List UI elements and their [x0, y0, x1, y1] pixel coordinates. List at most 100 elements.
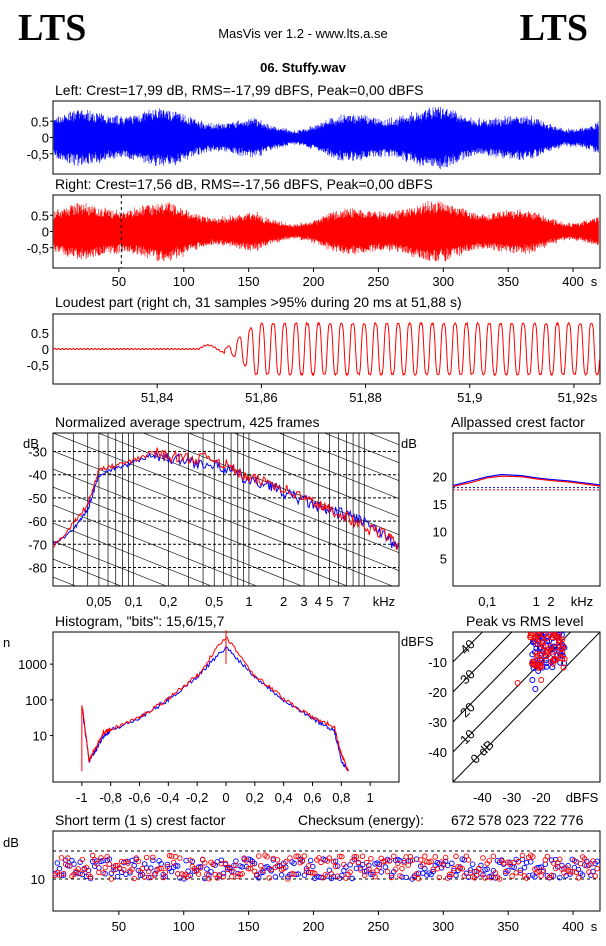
- crest-point-right: [567, 868, 573, 875]
- spectrum-slope-line: [53, 558, 122, 586]
- crest-point-left: [175, 863, 181, 869]
- spectrum-ytick-label: -50: [28, 491, 47, 506]
- peakrms-point-right: [530, 661, 537, 668]
- spectrum-xtick-label: 0,2: [159, 594, 177, 609]
- crest-point-right: [318, 859, 324, 866]
- crest-point-right: [253, 871, 260, 878]
- crest-point-left: [301, 872, 308, 878]
- crest-point-right: [233, 862, 239, 869]
- crest-point-right: [351, 853, 358, 860]
- peakrms-point-right: [559, 636, 566, 643]
- crest-point-right: [135, 858, 142, 864]
- crest-point-right: [355, 859, 362, 866]
- crest-point-left: [527, 859, 534, 865]
- crest-point-right: [145, 868, 152, 875]
- crest-xunit-label: s: [591, 919, 598, 934]
- peakrms-point-right: [531, 658, 538, 665]
- crest-point-right: [571, 857, 578, 864]
- crest-point-right: [442, 854, 449, 861]
- allpass-ytick-label: 20: [433, 470, 447, 485]
- crest-point-right: [594, 865, 600, 872]
- crest-point-right: [397, 873, 403, 879]
- crest-point-right: [312, 870, 318, 877]
- right-panel-title: Right: Crest=17,56 dB, RMS=-17,56 dBFS, …: [55, 176, 433, 192]
- spectrum-slope-line: [53, 253, 399, 391]
- crest-point-right: [515, 858, 522, 865]
- right-waveform-xunit-label: s: [591, 274, 598, 289]
- allpass-xtick-label: 1: [533, 594, 540, 609]
- peakrms-point-right: [561, 655, 568, 662]
- crest-point-right: [220, 873, 227, 880]
- crest-point-right: [77, 870, 83, 877]
- spectrum-frame: [52, 432, 400, 587]
- histogram-unit-label: n: [3, 635, 10, 650]
- allpass-panel-title: Allpassed crest factor: [451, 414, 585, 430]
- crest-point-left: [382, 864, 389, 870]
- histogram-series-right: [81, 636, 349, 772]
- peakrms-point-right: [546, 645, 553, 652]
- peakrms-point-right: [534, 640, 541, 647]
- crest-point-right: [557, 856, 563, 863]
- crest-point-right: [243, 858, 250, 864]
- crest-point-right: [476, 865, 482, 872]
- crest-point-right: [461, 873, 468, 879]
- loudest-frame: [52, 313, 601, 385]
- spectrum-slope-line: [233, 433, 399, 499]
- crest-point-right: [428, 858, 434, 865]
- crest-point-right: [98, 855, 104, 861]
- crest-point-right: [422, 853, 428, 859]
- peakrms-point-left: [549, 664, 556, 671]
- spectrum-slope-line: [53, 540, 167, 586]
- crest-point-right: [399, 865, 405, 872]
- crest-point-left: [521, 864, 528, 871]
- crest-point-right: [274, 857, 281, 863]
- crest-point-right: [195, 871, 202, 877]
- spectrum-slope-line: [53, 235, 399, 373]
- histogram-xtick-label: 0,2: [246, 790, 264, 805]
- crest-point-left: [218, 857, 225, 864]
- histogram-xtick-label: -1: [76, 790, 88, 805]
- right-waveform-xtick-label: 250: [368, 274, 390, 289]
- crest-point-right: [158, 865, 164, 872]
- peakrms-unit-label: dBFS: [401, 634, 434, 649]
- allpass-series-left: [452, 473, 601, 487]
- crest-xtick-label: 50: [112, 919, 126, 934]
- crest-point-right: [409, 857, 416, 863]
- loudest-ytick-label: -0,5: [27, 358, 49, 373]
- peakrms-ytick-label: -10: [428, 655, 447, 670]
- peakrms-point-left: [532, 686, 539, 692]
- peakrms-point-right: [549, 634, 556, 641]
- spectrum-slope-line: [53, 450, 394, 586]
- crest-point-right: [266, 875, 272, 881]
- spectrum-slope-line: [53, 504, 258, 586]
- crest-point-right: [177, 855, 183, 861]
- crest-point-right: [486, 858, 492, 864]
- crest-point-right: [544, 853, 551, 860]
- crest-point-right: [231, 869, 237, 875]
- allpass-series-right: [452, 475, 601, 488]
- crest-point-right: [447, 871, 453, 878]
- crest-point-right: [75, 866, 81, 872]
- spectrum-ytick-label: -60: [28, 514, 47, 529]
- crest-point-right: [366, 866, 372, 872]
- loudest-ytick-label: 0.5: [31, 326, 49, 341]
- peakrms-point-right: [533, 650, 540, 657]
- crest-point-right: [330, 858, 337, 865]
- logo-right: LTS: [519, 7, 588, 49]
- crest-point-right: [108, 876, 115, 882]
- crest-point-right: [79, 856, 86, 863]
- crest-point-right: [100, 870, 106, 876]
- spectrum-slope-line: [142, 433, 399, 535]
- crest-point-left: [359, 861, 366, 868]
- crest-point-left: [349, 875, 355, 882]
- crest-point-right: [162, 869, 169, 876]
- crest-point-right: [405, 862, 412, 868]
- crest-point-right: [386, 858, 393, 864]
- crest-xtick-label: 400: [562, 919, 584, 934]
- crest-point-right: [164, 863, 171, 870]
- crest-point-right: [58, 855, 65, 861]
- crest-point-right: [301, 853, 308, 859]
- crest-point-right: [496, 876, 503, 882]
- crest-point-right: [204, 871, 210, 878]
- crest-point-right: [592, 873, 598, 879]
